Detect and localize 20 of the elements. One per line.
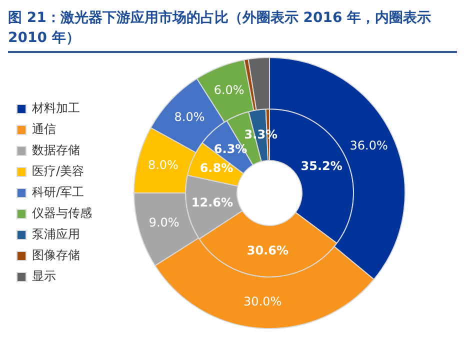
data-label: 30.6% [246, 243, 288, 258]
data-label: 8.0% [148, 158, 178, 172]
data-label: 12.6% [191, 196, 234, 210]
legend-label: 通信 [32, 122, 56, 136]
data-label: 8.0% [174, 110, 205, 124]
chart-title: 图 21：激光器下游应用市场的占比（外圈表示 2016 年，内圈表示 2010 年） [8, 8, 457, 53]
legend-label: 泵浦应用 [32, 227, 80, 242]
legend-label: 数据存储 [32, 143, 80, 158]
data-label: 35.2% [300, 159, 342, 173]
legend-label: 科研/军工 [32, 185, 84, 200]
legend-label: 仪器与传感 [32, 206, 92, 220]
legend-label: 材料加工 [31, 101, 80, 116]
data-label: 6.8% [200, 160, 234, 175]
data-label: 9.0% [148, 216, 180, 230]
data-label: 36.0% [350, 138, 388, 152]
data-label: 6.0% [214, 83, 244, 98]
legend-label: 医疗/美容 [32, 164, 84, 178]
legend-label: 图像存储 [32, 248, 80, 262]
legend-label: 显示 [32, 269, 56, 284]
data-label: 30.0% [244, 294, 282, 309]
